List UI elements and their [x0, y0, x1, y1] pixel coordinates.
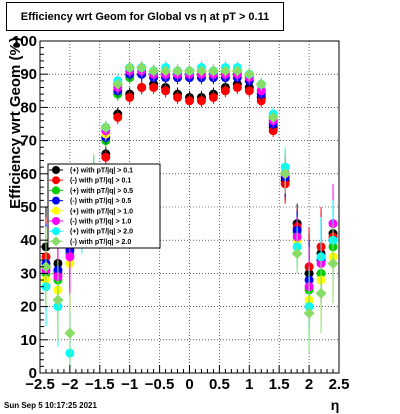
x-tick-label: −0.5 [145, 376, 175, 393]
data-point [219, 65, 231, 77]
data-point [232, 82, 242, 92]
data-point [231, 65, 243, 77]
data-point [315, 287, 327, 299]
x-tick-label: −1.5 [85, 376, 115, 393]
legend-label: (+) with pT/|q| > 2.0 [70, 229, 133, 236]
y-tick-label: 50 [20, 199, 37, 216]
data-point [124, 62, 136, 74]
data-point [208, 92, 218, 102]
legend-label: (-) with pT/|q| > 0.5 [70, 198, 131, 205]
chart-title: Efficiency wrt Geom for Global vs η at p… [20, 11, 270, 23]
data-point [148, 65, 160, 77]
data-point [149, 82, 159, 92]
y-tick-label: 20 [20, 299, 37, 316]
axes: −2.5 −2 −1.5 −1 −0.5 0 0.5 1 1.5 2 2.5 0 10 20 30 40 50 6… [12, 33, 349, 393]
data-point [161, 86, 171, 96]
data-point [243, 68, 255, 80]
data-point [220, 86, 230, 96]
legend-label: (+) with pT/|q| > 0.1 [70, 168, 133, 175]
legend-label: (-) with pT/|q| > 1.0 [70, 219, 131, 226]
data-point [137, 82, 147, 92]
data-point [195, 65, 207, 77]
x-tick-label: 2.5 [329, 376, 350, 393]
data-point [327, 257, 339, 269]
data-point [100, 121, 112, 133]
data-point [255, 78, 267, 90]
data-point [244, 86, 254, 96]
data-point [279, 168, 291, 180]
data-point [125, 92, 135, 102]
legend-label: (-) with pT/|q| > 0.1 [70, 178, 131, 185]
y-tick-label: 0 [29, 365, 37, 382]
legend-label: (+) with pT/|q| > 0.5 [70, 188, 133, 195]
x-tick-label: 0 [185, 376, 193, 393]
data-point [64, 327, 76, 339]
x-axis-title: η [331, 397, 340, 413]
data-point [173, 92, 183, 102]
data-point [65, 252, 75, 262]
y-tick-label: 80 [20, 99, 37, 116]
legend-label: (+) with pT/|q| > 1.0 [70, 208, 133, 215]
y-tick-label: 90 [20, 66, 37, 83]
y-tick-label: 100 [12, 33, 37, 50]
y-axis-title: Efficiency wrt Geom (%) [7, 37, 24, 209]
data-point [101, 152, 111, 162]
data-point [196, 96, 206, 106]
data-point [52, 294, 64, 306]
x-tick-label: −1 [121, 376, 138, 393]
y-tick-label: 30 [20, 265, 37, 282]
y-tick-label: 10 [20, 332, 37, 349]
legend-box [47, 163, 161, 249]
data-point [112, 78, 124, 90]
data-point [113, 112, 123, 122]
data-point [303, 307, 315, 319]
x-tick-label: 1 [245, 376, 253, 393]
data-point [291, 247, 303, 259]
legend: (+) with pT/|q| > 0.1 (-) with pT/|q| > 0… [47, 163, 161, 249]
data-point [172, 65, 184, 77]
y-tick-label: 60 [20, 166, 37, 183]
x-tick-label: 1.5 [269, 376, 290, 393]
legend-label: (-) with pT/|q| > 2.0 [70, 239, 131, 246]
title-box: Efficiency wrt Geom for Global vs η at p… [6, 2, 284, 31]
data-point [267, 111, 279, 123]
x-tick-label: 0.5 [209, 376, 230, 393]
y-tick-label: 40 [20, 232, 37, 249]
data-point [160, 65, 172, 77]
x-tick-label: 2 [305, 376, 313, 393]
x-tick-label: −2.5 [25, 376, 55, 393]
data-point [184, 65, 195, 77]
x-tick-label: −2 [61, 376, 78, 393]
data-point [207, 65, 219, 77]
y-tick-label: 70 [20, 133, 37, 150]
data-point [185, 96, 194, 106]
timestamp: Sun Sep 5 10:17:25 2021 [4, 401, 97, 410]
data-point [40, 261, 52, 273]
data-point [136, 62, 148, 74]
